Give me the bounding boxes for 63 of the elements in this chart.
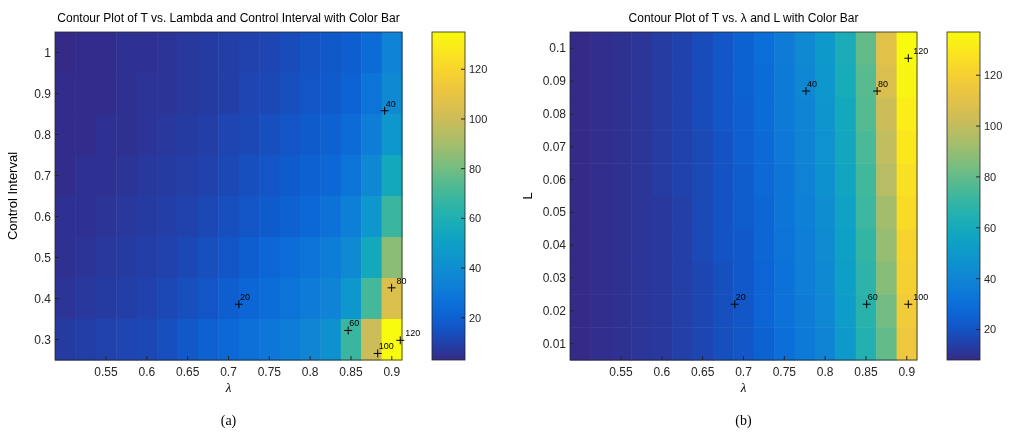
- x-tick-label: 0.65: [691, 365, 715, 379]
- text: (b): [735, 413, 752, 429]
- x-tick-label: 0.85: [339, 365, 363, 379]
- y-tick-label: 0.09: [542, 74, 567, 89]
- x-tick-label: 0.7: [735, 365, 753, 379]
- text: 120: [405, 328, 421, 339]
- y-tick-label: 0.3: [34, 332, 52, 347]
- color-bar-label: 100: [984, 120, 1003, 133]
- y-tick-label: 0.05: [542, 205, 567, 220]
- annotation: 100: [378, 341, 394, 352]
- chart-title: Contour Plot of T vs. λ and L with Color Bar: [628, 11, 859, 25]
- y-axis-title: Control Interval: [5, 151, 20, 241]
- y-tick-label: 0.02: [542, 303, 567, 318]
- annotation: 80: [878, 79, 889, 90]
- annotation: 40: [806, 79, 817, 90]
- y-tick-label: 1: [44, 45, 52, 60]
- color-bar-label: 80: [469, 162, 482, 175]
- y-tick-label: 0.9: [34, 86, 52, 101]
- x-tick-label: 0.65: [176, 365, 200, 379]
- color-bar-label: 40: [469, 262, 482, 275]
- color-bar-label: 20: [469, 311, 482, 324]
- color-bar-label: 120: [469, 63, 488, 76]
- color-bar-label: 40: [984, 272, 997, 285]
- x-tick-label: 0.7: [220, 365, 238, 379]
- annotation: 20: [735, 292, 746, 303]
- x-tick-label: 0.55: [94, 365, 119, 379]
- annotation: 20: [239, 292, 250, 303]
- y-tick-label: 0.08: [542, 107, 567, 121]
- x-tick-label: 0.9: [383, 365, 401, 379]
- annotation: 60: [349, 318, 360, 329]
- color-bar-label: 60: [469, 212, 482, 225]
- y-tick-label: 0.1: [549, 41, 567, 56]
- x-axis-title: λ: [224, 380, 232, 395]
- x-axis-title: λ: [739, 380, 747, 395]
- text: (a): [220, 413, 237, 429]
- y-tick-label: 0.03: [542, 271, 567, 285]
- y-tick-label: 0.01: [542, 336, 567, 351]
- x-tick-label: 0.8: [816, 365, 834, 379]
- x-tick-label: 0.9: [898, 365, 916, 379]
- x-tick-label: 0.6: [653, 365, 671, 379]
- x-tick-label: 0.75: [772, 365, 797, 379]
- y-tick-label: 0.6: [34, 209, 52, 224]
- chart-title: Contour Plot of T vs. Lambda and Control Interval with Color Bar: [57, 11, 400, 25]
- annotation: 60: [867, 292, 878, 303]
- y-tick-label: 0.7: [34, 168, 52, 183]
- y-tick-label: 0.04: [542, 238, 567, 253]
- y-tick-label: 0.8: [34, 127, 52, 142]
- y-tick-label: 0.5: [34, 250, 52, 265]
- x-tick-label: 0.85: [854, 365, 878, 379]
- color-bar-label: 100: [469, 112, 488, 125]
- x-tick-label: 0.8: [301, 365, 319, 379]
- color-bar-label: 60: [984, 221, 997, 234]
- y-tick-label: 0.4: [34, 291, 52, 306]
- y-axis-title: L: [520, 192, 535, 200]
- color-bar-label: 120: [984, 69, 1003, 82]
- y-tick-label: 0.07: [542, 139, 567, 154]
- x-tick-label: 0.75: [257, 365, 282, 379]
- color-bar-label: 20: [984, 323, 997, 336]
- annotation: 40: [385, 98, 396, 109]
- color-bar-label: 80: [984, 170, 997, 183]
- y-tick-label: 0.06: [542, 172, 567, 187]
- x-tick-label: 0.6: [138, 365, 156, 379]
- x-tick-label: 0.55: [609, 365, 634, 379]
